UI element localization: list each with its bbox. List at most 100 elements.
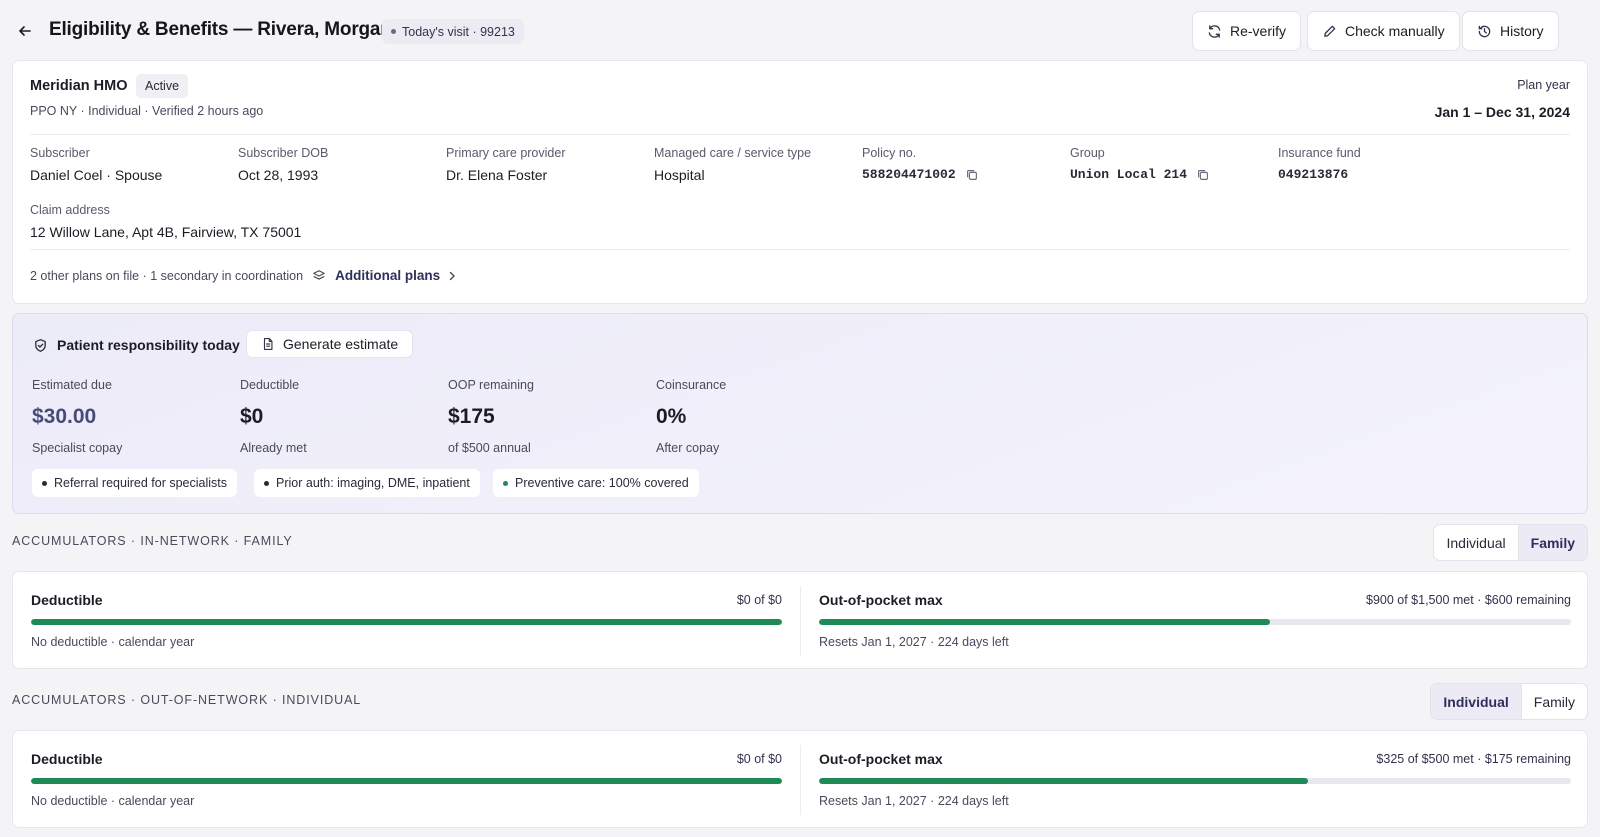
divider [800, 745, 801, 815]
check-manually-label: Check manually [1345, 23, 1445, 39]
metric-estimated-due: Estimated due $30.00 Specialist copay [32, 378, 122, 455]
accumulator-card-in-network: Deductible $0 of $0 No deductible · cale… [12, 571, 1588, 669]
reverify-label: Re-verify [1230, 23, 1287, 39]
generate-estimate-button[interactable]: Generate estimate [246, 330, 414, 358]
chip-referral: Referral required for specialists [32, 469, 237, 497]
progress-fill [31, 619, 782, 625]
metric-sub: Specialist copay [32, 441, 123, 455]
accumulator-title: Out-of-pocket max [819, 751, 943, 767]
field-label: Subscriber [30, 146, 90, 160]
chip-label: Referral required for specialists [54, 476, 227, 490]
accumulator-note: Resets Jan 1, 2027 · 224 days left [819, 635, 1009, 649]
toggle-individual[interactable]: Individual [1431, 684, 1521, 719]
page-header: Eligibility & Benefits — Rivera, Morgan … [0, 0, 1600, 62]
field-policy-no: Policy no. 588204471002 [862, 146, 979, 182]
field-label: Policy no. [862, 146, 917, 160]
plan-year-value: Jan 1 – Dec 31, 2024 [1434, 104, 1570, 120]
field-group: Group Union Local 214 [1070, 146, 1210, 182]
metric-label: Deductible [240, 378, 300, 392]
accumulator-note: No deductible · calendar year [31, 635, 195, 649]
other-plans-row: 2 other plans on file · 1 secondary in c… [30, 268, 458, 283]
chip-label: Preventive care: 100% covered [515, 476, 689, 490]
progress-bar [31, 619, 782, 625]
progress-fill [819, 619, 1271, 625]
toggle-family[interactable]: Family [1517, 525, 1587, 560]
dot-icon [391, 29, 396, 34]
metric-label: Estimated due [32, 378, 112, 392]
field-service-type: Managed care / service type Hospital [654, 146, 811, 183]
toggle-family[interactable]: Family [1520, 684, 1587, 719]
toggle-individual[interactable]: Individual [1446, 534, 1506, 551]
chip-prior-auth: Prior auth: imaging, DME, inpatient [254, 469, 480, 497]
field-insurance-fund: Insurance fund 049213876 [1278, 146, 1361, 182]
status-badge: Active [136, 74, 189, 98]
field-label: Managed care / service type [654, 146, 812, 160]
policy-number: 588204471002 [862, 167, 956, 182]
accumulator-toggle-out-of-network: Individual Family [1430, 683, 1588, 720]
progress-bar [819, 778, 1571, 784]
field-value: 588204471002 [862, 167, 979, 182]
accumulator-card-out-of-network: Deductible $0 of $0 No deductible · cale… [12, 730, 1588, 828]
accumulator-summary: $900 of $1,500 met · $600 remaining [1366, 593, 1571, 607]
field-label: Subscriber DOB [238, 146, 329, 160]
additional-plans-label: Additional plans [335, 268, 441, 283]
reverify-button[interactable]: Re-verify [1192, 11, 1302, 51]
divider [800, 586, 801, 656]
responsibility-title: Patient responsibility today [33, 337, 240, 353]
visit-badge-label: Today's visit · 99213 [402, 24, 515, 39]
field-subscriber-dob: Subscriber DOB Oct 28, 1993 [238, 146, 328, 183]
divider [30, 134, 1570, 135]
history-button[interactable]: History [1462, 11, 1559, 51]
accumulator-summary: $325 of $500 met · $175 remaining [1376, 752, 1571, 766]
deductible-accumulator: Deductible $0 of $0 No deductible · cale… [13, 572, 800, 670]
accumulator-summary: $0 of $0 [736, 752, 782, 766]
field-subscriber: Subscriber Daniel Coel · Spouse [30, 146, 162, 183]
metric-value: 0% [656, 405, 687, 428]
accumulator-title: Deductible [31, 592, 103, 608]
metric-value: $175 [448, 405, 495, 428]
chip-preventive: Preventive care: 100% covered [493, 469, 699, 497]
plan-subline: PPO NY · Individual · Verified 2 hours a… [30, 104, 264, 118]
metric-oop-remaining: OOP remaining $175 of $500 annual [448, 378, 534, 455]
metric-coinsurance: Coinsurance 0% After copay [656, 378, 726, 455]
dot-icon [42, 480, 47, 486]
generate-estimate-label: Generate estimate [283, 336, 399, 352]
field-primary-care-provider: Primary care provider Dr. Elena Foster [446, 146, 565, 183]
field-claim-address: Claim address 12 Willow Lane, Apt 4B, Fa… [30, 203, 301, 240]
field-value: 12 Willow Lane, Apt 4B, Fairview, TX 750… [30, 224, 302, 240]
metric-label: OOP remaining [448, 378, 534, 392]
chevron-right-icon [449, 271, 456, 280]
metric-label: Coinsurance [656, 378, 727, 392]
deductible-accumulator: Deductible $0 of $0 No deductible · cale… [13, 731, 800, 829]
metric-sub: After copay [656, 441, 720, 455]
field-value: Hospital [654, 167, 705, 183]
back-button[interactable] [16, 22, 34, 40]
metric-value: $30.00 [32, 405, 97, 428]
plan-name: Meridian HMO [30, 78, 128, 94]
accumulator-title: Deductible [31, 751, 103, 767]
accumulator-summary: $0 of $0 [736, 593, 782, 607]
refresh-icon [1208, 24, 1221, 38]
history-icon [1478, 25, 1491, 37]
pencil-icon [1324, 25, 1336, 37]
progress-fill [819, 778, 1308, 784]
progress-fill [31, 778, 782, 784]
divider [30, 249, 1570, 250]
progress-bar [819, 619, 1571, 625]
page-title: Eligibility & Benefits — Rivera, Morgan [49, 19, 392, 40]
copy-icon[interactable] [1196, 168, 1210, 182]
accumulator-note: Resets Jan 1, 2027 · 224 days left [819, 794, 1009, 808]
check-manually-button[interactable]: Check manually [1307, 11, 1460, 51]
history-label: History [1500, 23, 1544, 39]
dot-icon [503, 480, 508, 486]
field-value: Union Local 214 [1070, 167, 1210, 182]
other-plans-text: 2 other plans on file · 1 secondary in c… [30, 268, 304, 283]
field-value: Dr. Elena Foster [446, 167, 548, 183]
additional-plans-link[interactable]: Additional plans [335, 268, 458, 283]
metric-deductible: Deductible $0 Already met [240, 378, 307, 455]
oop-accumulator: Out-of-pocket max $900 of $1,500 met · $… [801, 572, 1589, 670]
accumulators-out-of-network-label: ACCUMULATORS · OUT-OF-NETWORK · INDIVIDU… [12, 693, 362, 707]
field-label: Group [1070, 146, 1105, 160]
copy-icon[interactable] [965, 168, 979, 182]
metric-sub: of $500 annual [448, 441, 531, 455]
